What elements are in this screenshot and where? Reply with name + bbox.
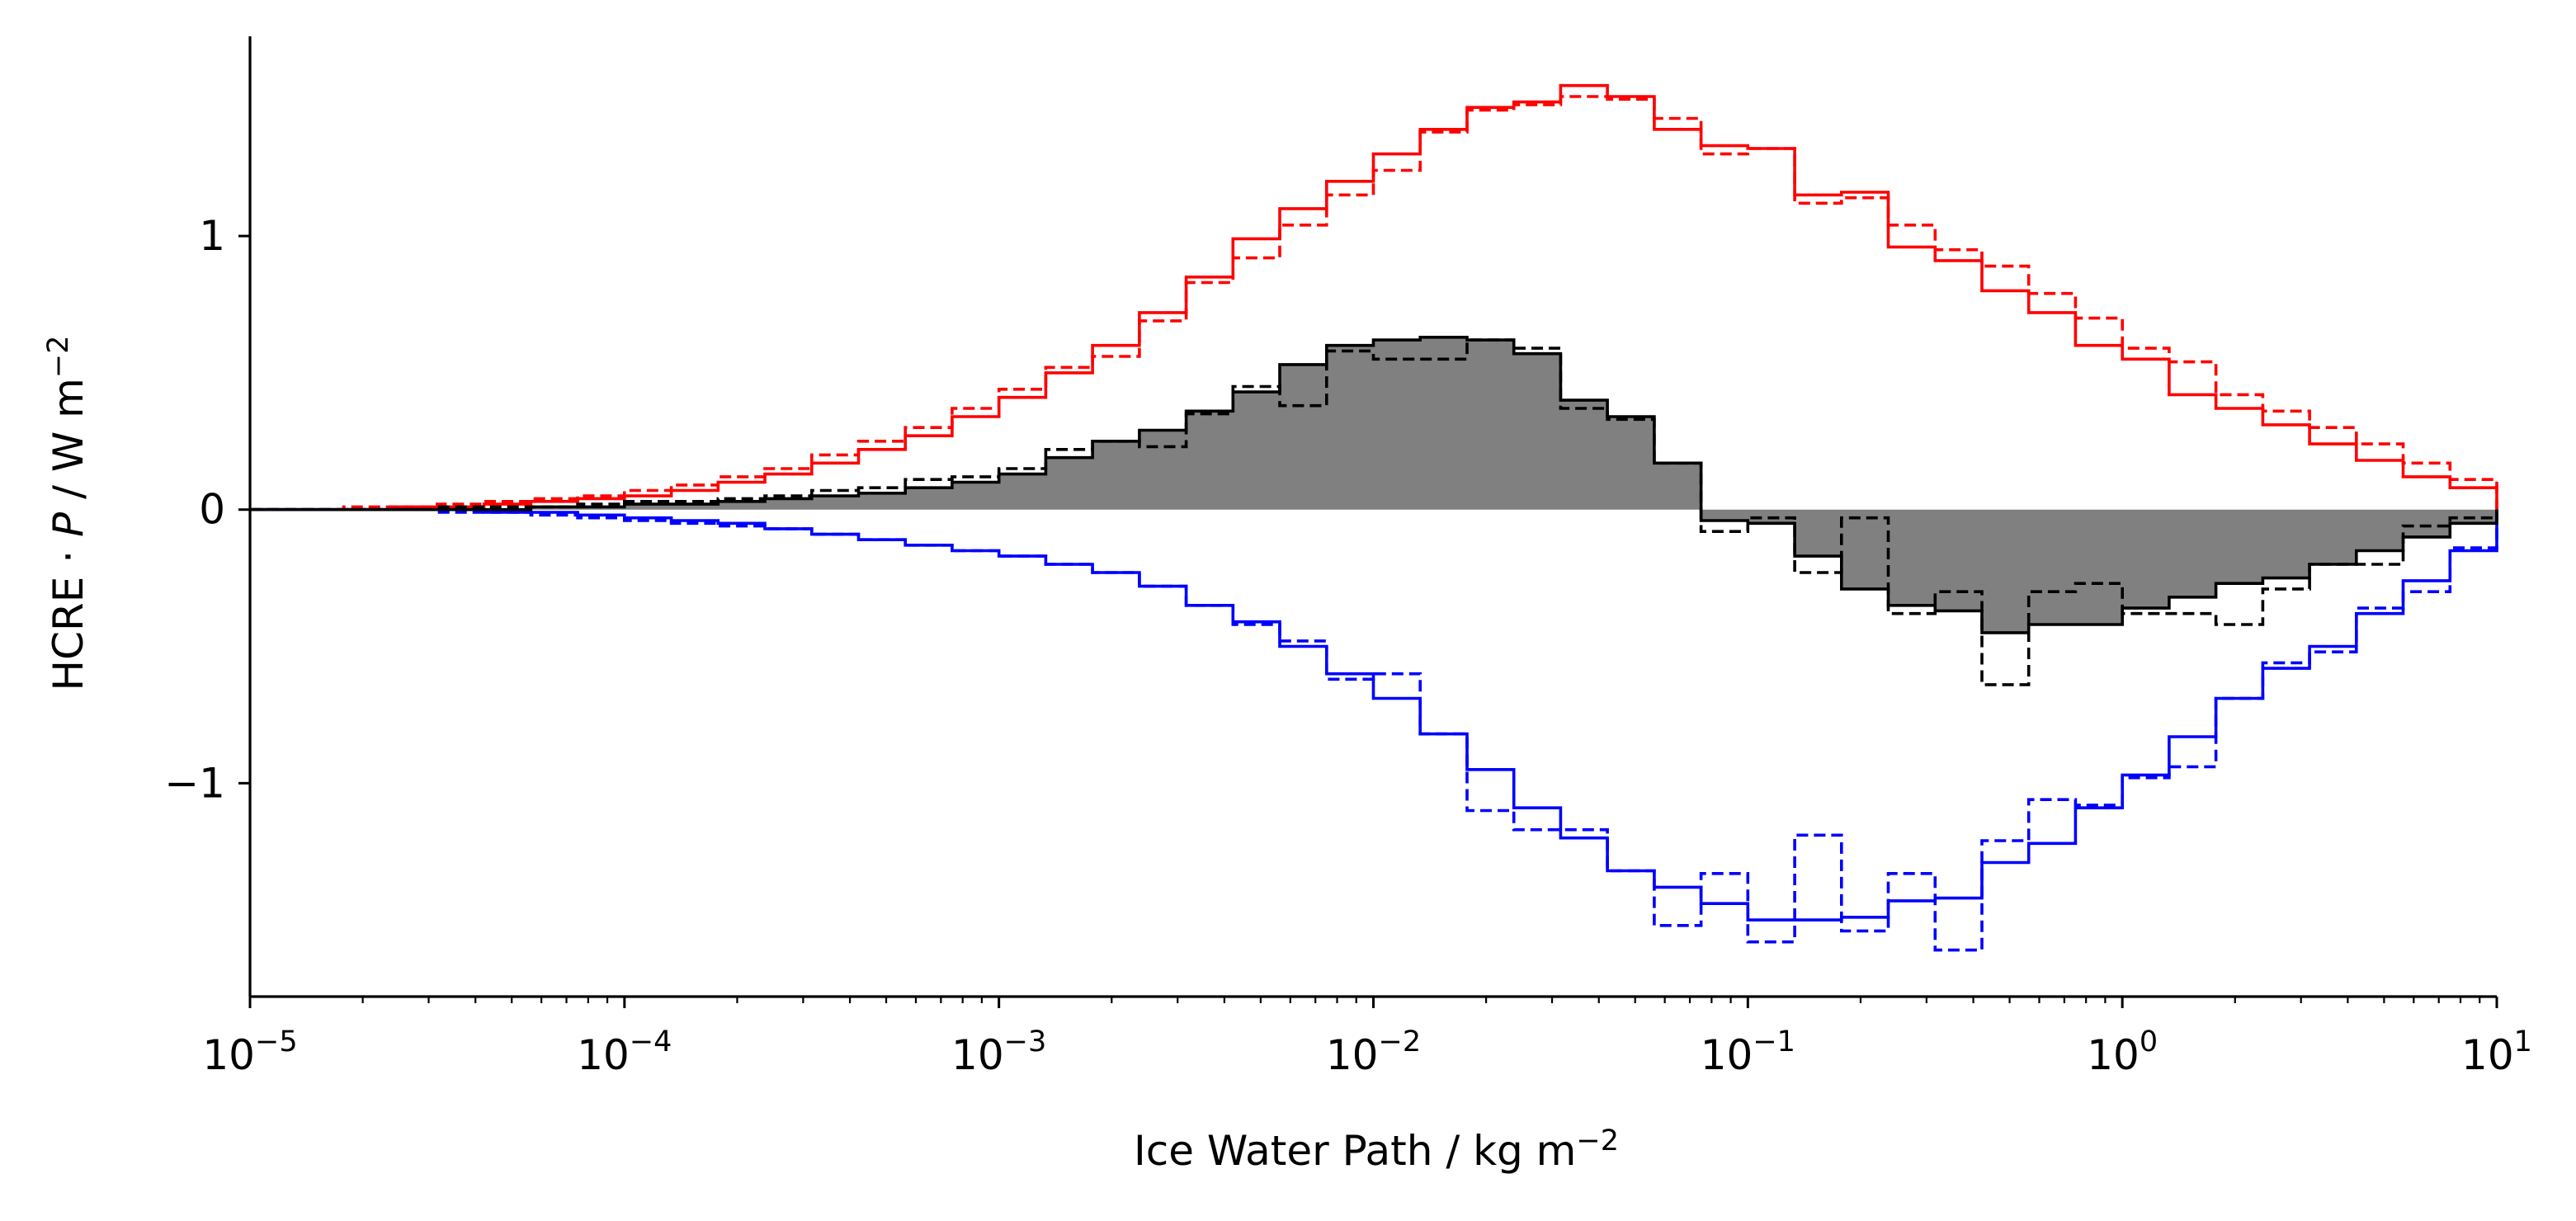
x-tick-label: 10−4 xyxy=(577,1025,672,1079)
y-axis-label-text-before: HCRE · xyxy=(45,537,92,691)
x-tick-label-exponent: −4 xyxy=(630,1025,672,1058)
tick-marks xyxy=(238,234,2498,1008)
x-axis-label: Ice Water Path / kg m−2 xyxy=(1134,1124,1619,1175)
x-tick-label: 100 xyxy=(2087,1025,2158,1079)
x-tick-label-base: 10 xyxy=(1701,1031,1753,1079)
x-tick-label: 10−5 xyxy=(202,1025,297,1079)
y-tick-label: 1 xyxy=(199,212,225,260)
plot-area xyxy=(250,83,2498,952)
y-tick-labels: −1 0 1 xyxy=(164,212,225,807)
x-tick-label-exponent: −1 xyxy=(1753,1025,1795,1058)
x-tick-label-exponent: 0 xyxy=(2140,1025,2158,1058)
x-tick-label: 10−1 xyxy=(1701,1025,1795,1079)
x-tick-label: 101 xyxy=(2461,1025,2532,1079)
series-5-dashed-line xyxy=(250,338,2498,686)
y-axis-label-italic: P xyxy=(45,512,92,537)
x-tick-label: 10−3 xyxy=(951,1025,1046,1079)
series-3-dashed-line xyxy=(250,507,2498,952)
x-tick-label-exponent: −2 xyxy=(1379,1025,1422,1058)
series-0-solid-line xyxy=(250,83,2498,512)
x-tick-label-base: 10 xyxy=(2087,1031,2140,1079)
y-tick-label: −1 xyxy=(164,759,225,807)
x-axis-label-exponent: −2 xyxy=(1576,1124,1619,1157)
y-tick-label: 0 xyxy=(199,486,225,534)
x-tick-label-exponent: −5 xyxy=(255,1025,298,1058)
x-tick-label: 10−2 xyxy=(1326,1025,1421,1079)
x-tick-label-base: 10 xyxy=(951,1031,1004,1079)
x-tick-labels: 10−5 10−4 10−3 10−2 10−1 100 101 xyxy=(202,1025,2532,1079)
y-axis-label-text-after: / W m xyxy=(45,378,92,512)
x-tick-label-base: 10 xyxy=(577,1031,630,1079)
series-4-fill xyxy=(250,337,2497,633)
x-tick-label-exponent: 1 xyxy=(2514,1025,2532,1058)
x-axis-label-text: Ice Water Path / kg m xyxy=(1134,1127,1576,1175)
x-tick-label-base: 10 xyxy=(1326,1031,1379,1079)
x-tick-label-base: 10 xyxy=(2461,1031,2514,1079)
y-axis-label-exponent: −2 xyxy=(42,336,75,379)
series-1-dashed-line xyxy=(250,95,2498,512)
y-axis-label: HCRE · P / W m−2 xyxy=(42,336,92,691)
x-tick-label-exponent: −3 xyxy=(1004,1025,1047,1058)
x-tick-label-base: 10 xyxy=(202,1031,255,1079)
